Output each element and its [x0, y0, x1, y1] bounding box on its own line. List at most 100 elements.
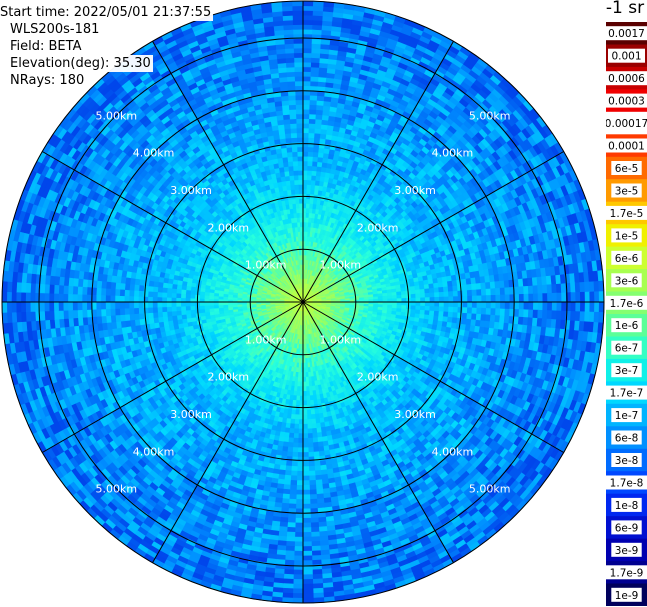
- echo-cell: [312, 29, 323, 35]
- echo-cell: [466, 307, 473, 315]
- echo-cell: [312, 24, 323, 31]
- echo-cell: [424, 301, 431, 307]
- echo-cell: [471, 289, 478, 297]
- echo-cell: [424, 297, 431, 303]
- echo-cell: [556, 292, 563, 303]
- echo-cell: [313, 146, 320, 153]
- echo-cell: [302, 57, 312, 63]
- echo-cell: [537, 284, 544, 295]
- echo-cell: [518, 301, 525, 311]
- echo-cell: [523, 309, 529, 319]
- echo-cell: [433, 310, 440, 317]
- echo-cell: [461, 312, 468, 320]
- echo-cell: [532, 301, 539, 311]
- echo-cell: [457, 290, 464, 297]
- echo-cell: [584, 301, 591, 313]
- echo-cell: [453, 301, 459, 308]
- echo-cell: [499, 287, 506, 296]
- echo-cell: [532, 309, 539, 319]
- echo-cell: [307, 165, 313, 171]
- echo-cell: [311, 52, 321, 59]
- echo-cell: [313, 137, 321, 144]
- echo-cell: [528, 301, 534, 311]
- echo-cell: [551, 310, 558, 321]
- echo-cell: [434, 306, 440, 312]
- echo-cell: [448, 306, 454, 313]
- echo-cell: [428, 310, 435, 317]
- echo-cell: [452, 306, 459, 314]
- echo-cell: [575, 301, 581, 313]
- echo-cell: [429, 301, 436, 307]
- echo-cell: [302, 66, 312, 73]
- echo-cell: [443, 291, 450, 298]
- echo-cell: [461, 284, 468, 292]
- echo-cell: [401, 301, 407, 306]
- echo-cell: [302, 108, 311, 115]
- echo-cell: [588, 311, 595, 323]
- echo-cell: [448, 291, 454, 298]
- echo-cell: [429, 297, 436, 303]
- echo-cell: [589, 291, 595, 303]
- echo-cell: [302, 0, 314, 7]
- echo-cell: [306, 184, 312, 190]
- echo-cell: [499, 308, 506, 317]
- echo-cell: [574, 311, 581, 322]
- echo-cell: [500, 294, 506, 303]
- echo-cell: [309, 99, 318, 106]
- echo-cell: [574, 282, 581, 293]
- echo-cell: [457, 301, 464, 308]
- echo-cell: [391, 295, 398, 300]
- echo-cell: [546, 310, 553, 320]
- echo-cell: [419, 305, 426, 311]
- echo-cell: [471, 283, 477, 291]
- echo-cell: [309, 108, 317, 115]
- echo-cell: [302, 198, 307, 204]
- echo-cell: [307, 146, 315, 153]
- echo-cell: [570, 311, 576, 322]
- echo-cell: [310, 85, 319, 92]
- echo-cell: [448, 301, 454, 308]
- echo-cell: [584, 311, 591, 323]
- echo-cell: [420, 297, 426, 303]
- echo-cell: [448, 296, 454, 303]
- echo-cell: [410, 293, 417, 299]
- echo-cell: [302, 38, 313, 44]
- echo-cell: [424, 305, 431, 312]
- echo-cell: [302, 5, 314, 11]
- echo-cell: [523, 285, 529, 295]
- echo-cell: [434, 301, 440, 308]
- echo-cell: [311, 47, 322, 54]
- echo-cell: [419, 288, 426, 295]
- echo-cell: [584, 281, 591, 293]
- echo-cell: [471, 313, 477, 321]
- echo-cell: [302, 14, 314, 21]
- echo-cell: [400, 290, 407, 296]
- echo-cell: [308, 127, 316, 134]
- echo-cell: [443, 306, 450, 313]
- echo-cell: [457, 312, 463, 320]
- ppi-plot: 1.00km1.00km1.00km1.00km2.00km2.00km2.00…: [1, 0, 605, 604]
- echo-cell: [490, 308, 497, 316]
- echo-cell: [466, 289, 473, 297]
- echo-cell: [415, 301, 421, 307]
- echo-cell: [551, 283, 558, 294]
- echo-cell: [514, 294, 520, 303]
- echo-cell: [410, 297, 417, 303]
- echo-cell: [311, 57, 321, 64]
- echo-cell: [480, 288, 487, 297]
- echo-cell: [504, 294, 511, 303]
- echo-cell: [579, 291, 586, 303]
- echo-cell: [302, 61, 312, 68]
- echo-cell: [302, 42, 313, 49]
- echo-cell: [527, 309, 534, 319]
- echo-cell: [401, 298, 407, 303]
- echo-cell: [302, 169, 308, 176]
- echo-cell: [307, 155, 314, 162]
- echo-cell: [302, 80, 312, 87]
- echo-cell: [438, 286, 445, 293]
- echo-cell: [307, 160, 314, 167]
- echo-cell: [485, 301, 492, 309]
- echo-cell: [476, 289, 482, 297]
- echo-cell: [495, 308, 501, 317]
- echo-cell: [528, 293, 534, 303]
